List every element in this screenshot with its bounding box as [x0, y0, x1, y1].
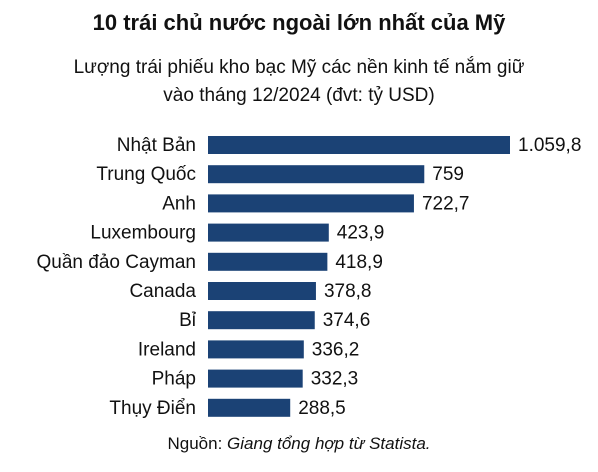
bar — [208, 136, 510, 154]
subtitle-line-1: Lượng trái phiếu kho bạc Mỹ các nền kinh… — [73, 57, 525, 78]
category-label: Anh — [162, 193, 196, 214]
bar — [208, 398, 291, 417]
subtitle-line-2: vào tháng 12/2024 (đvt: tỷ USD) — [163, 85, 435, 106]
category-label: Canada — [129, 281, 196, 302]
bar — [208, 282, 316, 300]
category-label: Bỉ — [179, 310, 197, 331]
bar — [208, 223, 329, 242]
category-label: Thụy Điển — [109, 398, 196, 419]
value-label: 374,6 — [323, 310, 371, 331]
value-label: 336,2 — [312, 339, 360, 360]
bar — [208, 194, 414, 213]
category-label: Luxembourg — [90, 223, 196, 244]
value-label: 759 — [432, 164, 464, 185]
value-label: 423,9 — [337, 223, 385, 244]
source-note: Nguồn: Giang tổng hợp từ Statista. — [0, 432, 598, 456]
category-label: Trung Quốc — [96, 164, 196, 185]
bar — [208, 311, 315, 330]
bar — [208, 252, 328, 271]
category-label: Pháp — [152, 369, 196, 390]
source-text: Giang tổng hợp từ Statista. — [227, 434, 431, 453]
chart-subtitle: Lượng trái phiếu kho bạc Mỹ các nền kinh… — [0, 54, 598, 110]
chart-title: 10 trái chủ nước ngoài lớn nhất của Mỹ — [92, 10, 506, 35]
bar — [208, 369, 303, 388]
bar — [208, 340, 304, 359]
bar — [208, 165, 425, 184]
category-label: Ireland — [138, 339, 196, 360]
value-label: 332,3 — [311, 369, 359, 390]
value-label: 288,5 — [298, 398, 346, 419]
value-label: 378,8 — [324, 281, 372, 302]
category-label: Quần đảo Cayman — [37, 252, 197, 273]
value-label: 1.059,8 — [518, 135, 581, 156]
category-label: Nhật Bản — [117, 135, 196, 156]
source-prefix: Nguồn: — [167, 434, 228, 453]
value-label: 418,9 — [335, 252, 383, 273]
value-label: 722,7 — [422, 193, 470, 214]
